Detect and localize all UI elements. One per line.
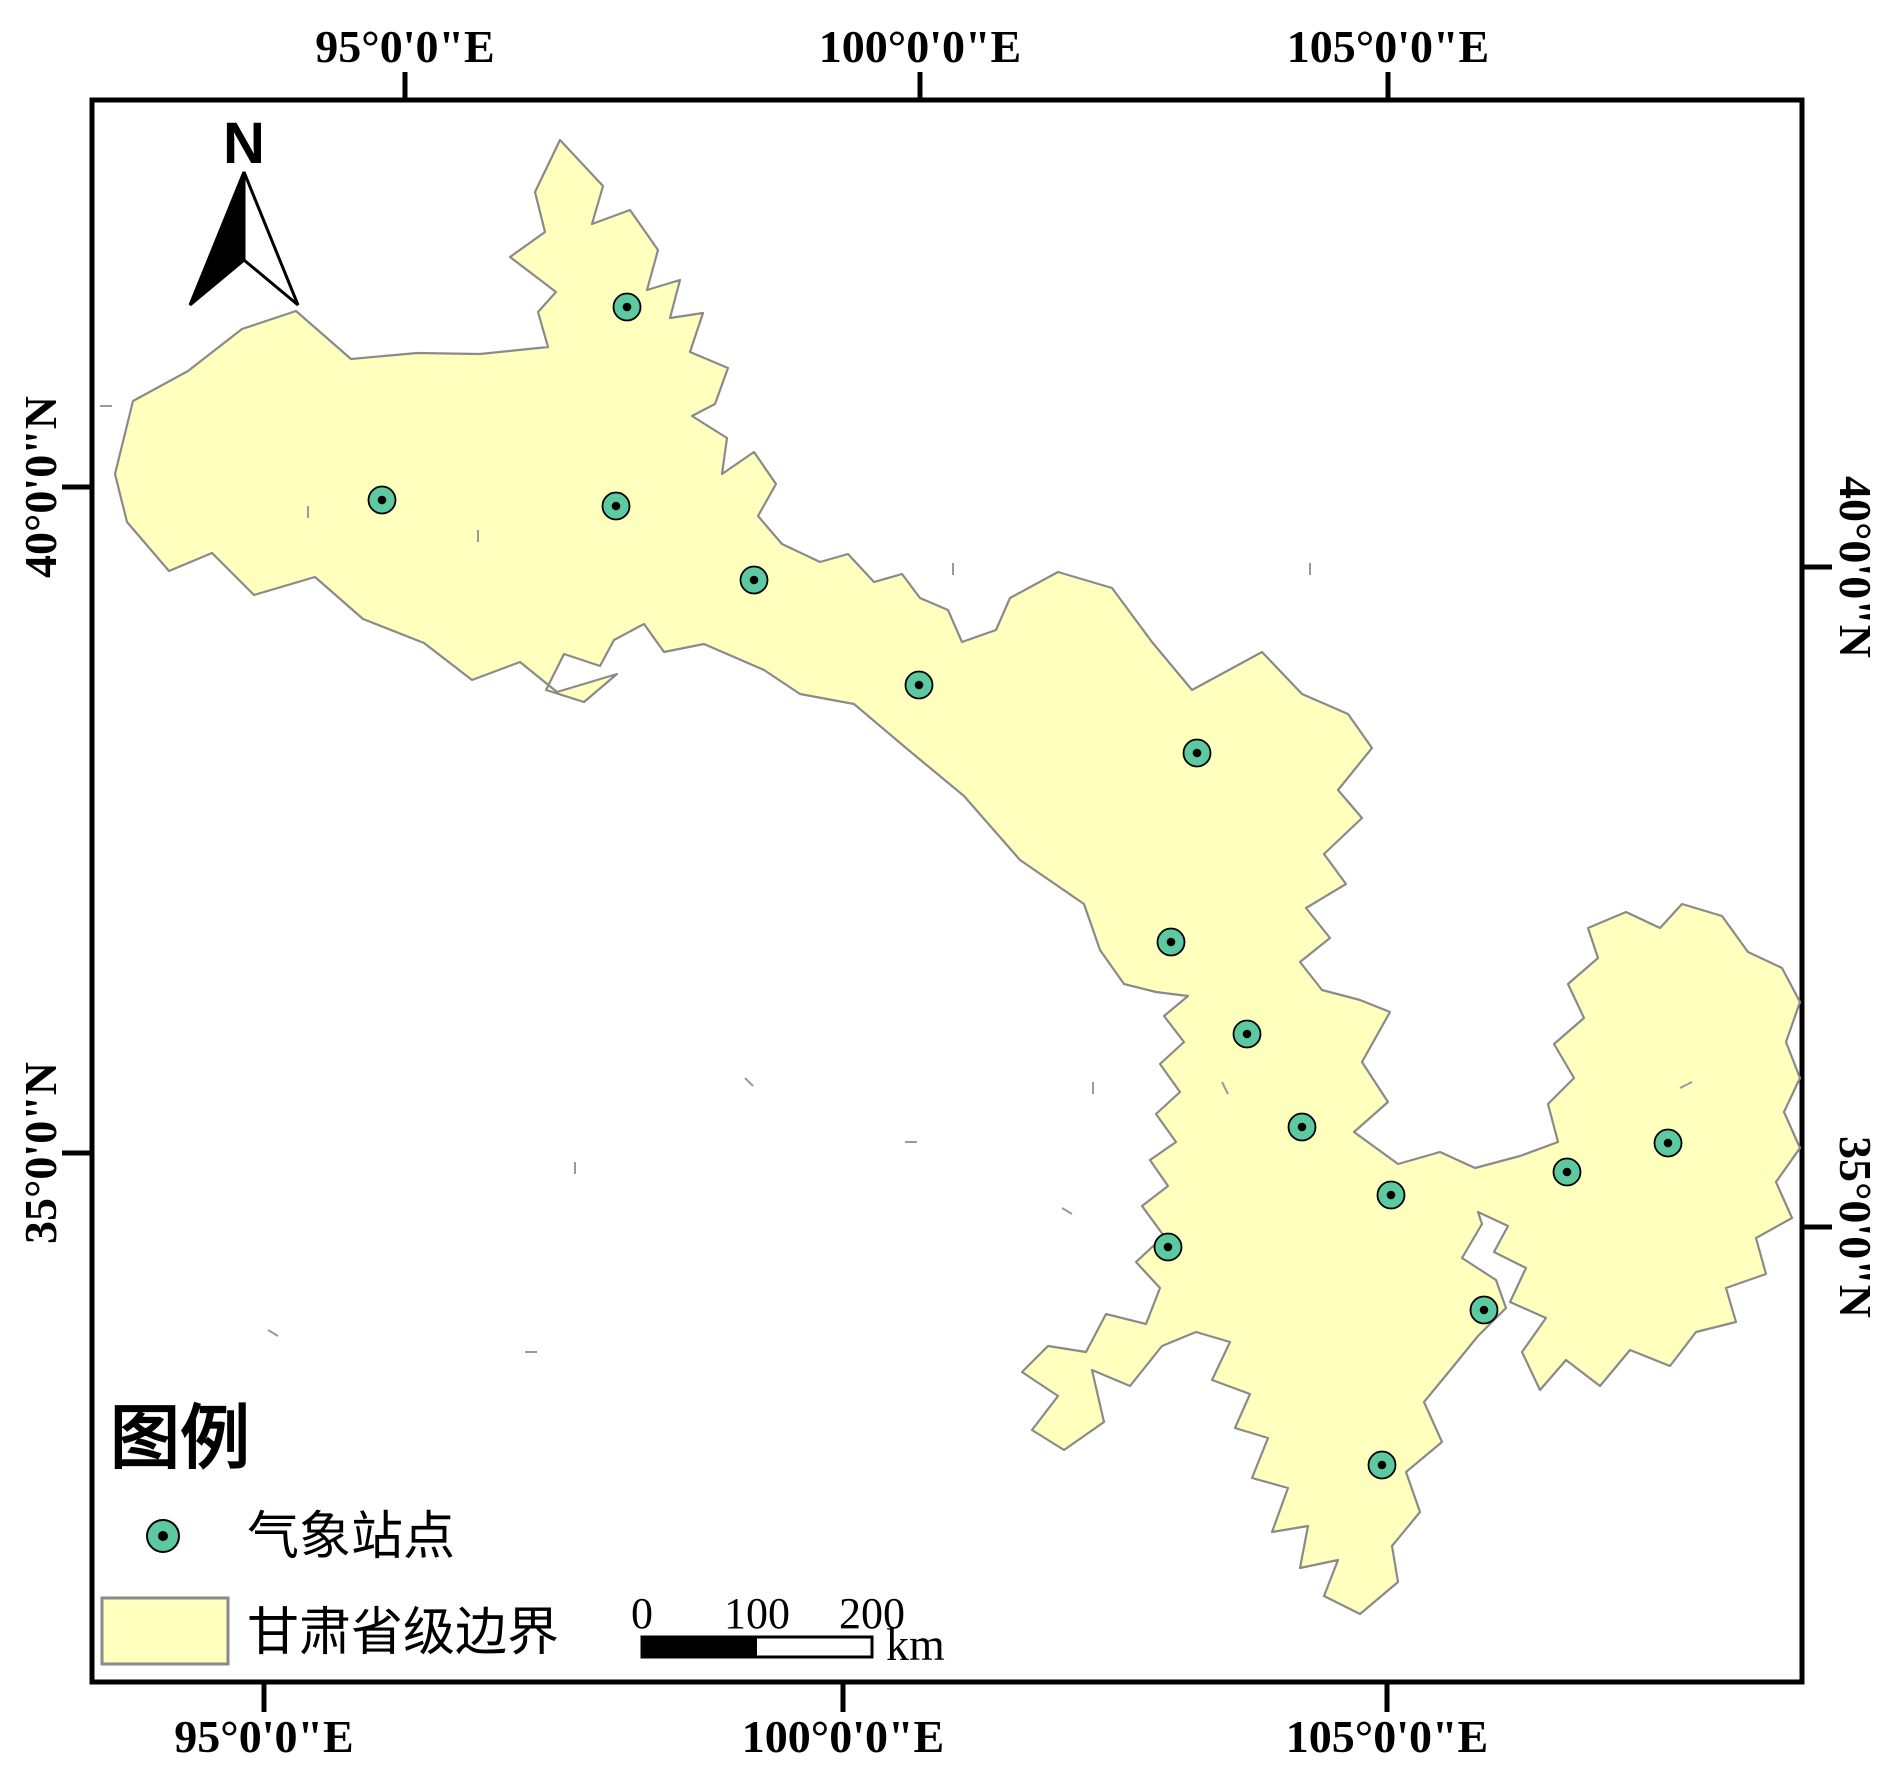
station-dot	[377, 495, 387, 505]
scalebar-border	[640, 1635, 874, 1659]
station-dot	[1166, 937, 1176, 947]
scalebar-filled-segment	[642, 1637, 757, 1657]
legend-item-province: 甘肃省级边界	[100, 1596, 559, 1666]
right-axis-label: 40°0'0"N	[1830, 476, 1881, 658]
left-axis-label: 40°0'0"N	[15, 396, 66, 578]
province-boundary-polygon	[113, 138, 1802, 1616]
station-marker	[1376, 1180, 1406, 1210]
province-fill-swatch	[100, 1596, 230, 1666]
station-dot	[1479, 1305, 1489, 1315]
station-marker	[1156, 927, 1186, 957]
station-marker	[1367, 1450, 1397, 1480]
graticule-fragment	[1061, 1207, 1073, 1215]
scalebar-number: 0	[631, 1589, 653, 1638]
north-arrow-letter: N	[223, 111, 265, 176]
station-dot	[1562, 1167, 1572, 1177]
station-dot	[1386, 1190, 1396, 1200]
station-dot	[1297, 1122, 1307, 1132]
station-dot	[1377, 1460, 1387, 1470]
station-marker	[1153, 1232, 1183, 1262]
station-marker	[1182, 738, 1212, 768]
station-dot	[1242, 1029, 1252, 1039]
legend-item-station: 气象站点	[146, 1509, 455, 1566]
station-markers	[367, 292, 1683, 1480]
station-dot	[622, 302, 632, 312]
station-marker	[367, 485, 397, 515]
station-dot	[914, 680, 924, 690]
top-axis-label: 100°0'0"E	[819, 21, 1021, 72]
right-axis-label: 35°0'0"N	[1830, 1136, 1881, 1318]
station-marker	[601, 491, 631, 521]
left-axis-label: 35°0'0"N	[15, 1062, 66, 1244]
station-dot	[1163, 1242, 1173, 1252]
station-marker	[1287, 1112, 1317, 1142]
station-marker	[1552, 1157, 1582, 1187]
bottom-axis-label: 105°0'0"E	[1286, 1711, 1488, 1762]
scalebar-unit: km	[886, 1619, 945, 1670]
graticule-fragments	[100, 405, 1693, 1353]
graticule-fragment	[1221, 1081, 1229, 1095]
station-marker	[1653, 1128, 1683, 1158]
legend-item-province-label: 甘肃省级边界	[247, 1605, 559, 1662]
legend: 图例 气象站点 甘肃省级边界	[100, 1400, 559, 1666]
legend-title: 图例	[110, 1400, 250, 1478]
bottom-axis-label: 95°0'0"E	[174, 1711, 353, 1762]
north-arrow: N	[188, 111, 300, 307]
bottom-axis-label: 100°0'0"E	[742, 1711, 944, 1762]
graticule-fragment	[744, 1077, 754, 1087]
axis-ticks-and-labels: 95°0'0"E 100°0'0"E 105°0'0"E 95°0'0"E 100°0'…	[15, 21, 1881, 1762]
station-marker	[612, 292, 642, 322]
station-marker	[739, 565, 769, 595]
map-frame	[89, 97, 1805, 1685]
station-marker	[904, 670, 934, 700]
scalebar-number: 200	[839, 1589, 905, 1638]
legend-item-station-label: 气象站点	[247, 1509, 455, 1566]
station-point-icon-dot	[158, 1531, 168, 1541]
station-dot	[749, 575, 759, 585]
top-axis-label: 95°0'0"E	[315, 21, 494, 72]
graticule-fragment	[1679, 1081, 1693, 1089]
station-marker	[1469, 1295, 1499, 1325]
top-axis-label: 105°0'0"E	[1287, 21, 1489, 72]
station-dot	[1663, 1138, 1673, 1148]
station-marker	[1232, 1019, 1262, 1049]
station-dot	[1192, 748, 1202, 758]
north-arrow-right-half	[242, 171, 300, 307]
scalebar-number: 100	[724, 1589, 790, 1638]
station-dot	[611, 501, 621, 511]
graticule-fragment	[267, 1329, 279, 1337]
